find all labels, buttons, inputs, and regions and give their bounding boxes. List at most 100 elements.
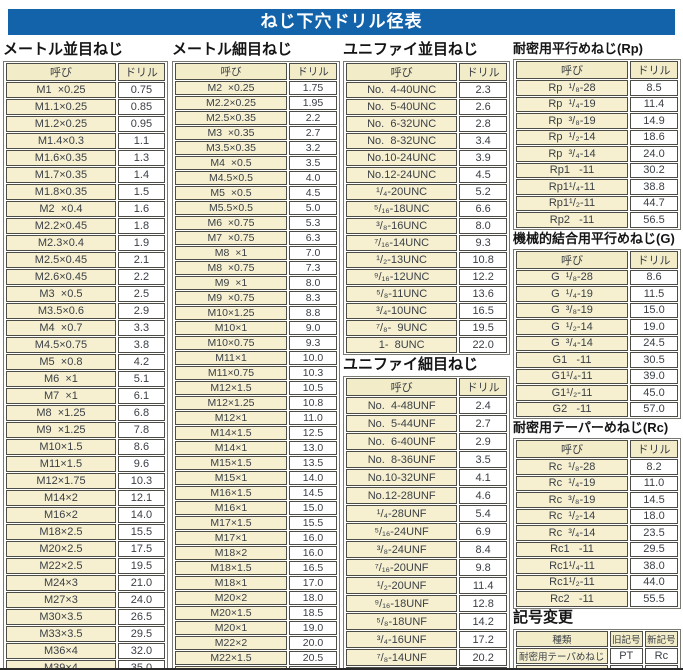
- table-row: M11×1.5 9.6: [6, 456, 165, 472]
- table-row: M5 ×0.5 4.5: [175, 186, 337, 200]
- old-symbol-cell: PT: [609, 647, 643, 664]
- table-row: G ³/₈-19 15.0: [516, 302, 678, 318]
- drill-size-cell: 3.8: [117, 337, 165, 353]
- column-unified: ユニファイ並目ねじ 呼び ドリル No. 4-40UNC 2.3 No. 5-4…: [343, 40, 510, 668]
- section-heading-rc: 耐密用テーパーめねじ(Rc): [513, 420, 669, 435]
- table-row: M2.2×0.45 1.8: [6, 218, 165, 234]
- drill-size-cell: 1.95: [289, 96, 337, 110]
- thread-name-cell: ⁹/₁₆-18UNF: [346, 595, 458, 612]
- table-row: M1 ×0.25 0.75: [6, 82, 165, 98]
- table-row: M5.5×0.5 5.0: [175, 201, 337, 215]
- drill-size-cell: 18.0: [289, 591, 337, 605]
- thread-name-cell: No.12-28UNF: [346, 487, 458, 504]
- thread-name-cell: ⁵/₁₆-18UNC: [346, 201, 458, 217]
- thread-name-cell: G ¹/₂-14: [516, 319, 628, 335]
- drill-size-cell: 18.6: [630, 129, 678, 145]
- thread-name-cell: M12×1: [175, 411, 287, 425]
- thread-name-cell: No. 4-40UNC: [346, 82, 458, 98]
- drill-size-cell: 10.3: [117, 473, 165, 489]
- thread-name-cell: M39×4: [6, 660, 116, 668]
- table-row: M16×1 15.0: [175, 501, 337, 515]
- thread-name-cell: ³/₄-16UNF: [346, 631, 458, 648]
- thread-name-cell: No. 8-32UNC: [346, 133, 458, 149]
- thread-name-cell: ³/₈-16UNC: [346, 218, 458, 234]
- table-row: M9 ×1.25 7.8: [6, 422, 165, 438]
- thread-name-cell: M5 ×0.5: [175, 186, 287, 200]
- thread-name-cell: M20×1.5: [175, 606, 287, 620]
- table-row: M5 ×0.8 4.2: [6, 354, 165, 370]
- drill-size-cell: 4.5: [459, 167, 507, 183]
- thread-name-cell: M3 ×0.35: [175, 126, 287, 140]
- table-row: ⁷/₁₆-20UNF 9.8: [346, 559, 507, 576]
- thread-name-cell: M30×3.5: [6, 609, 116, 625]
- drill-size-cell: 8.2: [630, 459, 678, 475]
- drill-size-cell: 4.0: [289, 171, 337, 185]
- table-row: Rp2 -11 56.5: [516, 212, 678, 228]
- thread-name-cell: M16×2: [6, 507, 116, 523]
- thread-name-cell: ⁷/₁₆-20UNF: [346, 559, 458, 576]
- table-row: G ³/₄-14 24.5: [516, 335, 678, 351]
- drill-size-cell: 6.9: [459, 523, 507, 540]
- drill-size-cell: 15.5: [289, 516, 337, 530]
- table-row: Rp ³/₄-14 24.0: [516, 146, 678, 162]
- table-row: ³/₈-24UNF 8.4: [346, 541, 507, 558]
- drill-size-cell: 10.0: [289, 351, 337, 365]
- drill-size-cell: 5.2: [459, 184, 507, 200]
- table-row: ⁹/₁₆-18UNF 12.8: [346, 595, 507, 612]
- drill-size-cell: 17.0: [289, 576, 337, 590]
- drill-size-cell: 9.3: [289, 336, 337, 350]
- table-header-row: 呼び ドリル: [516, 440, 678, 458]
- table-row: No. 4-40UNC 2.3: [346, 82, 507, 98]
- kind-column-header: 種類: [516, 630, 608, 647]
- thread-name-cell: M2 ×0.25: [175, 81, 287, 95]
- thread-name-cell: M15×1: [175, 471, 287, 485]
- table-row: ³/₄-16UNF 17.2: [346, 631, 507, 648]
- thread-name-cell: M22×1.5: [175, 651, 287, 665]
- drill-size-cell: 6.1: [117, 388, 165, 404]
- table-row: Rp ¹/₈-28 8.5: [516, 80, 678, 96]
- thread-name-cell: M18×1.5: [175, 561, 287, 575]
- drill-size-cell: 1.5: [117, 184, 165, 200]
- table-row: M10×1 9.0: [175, 321, 337, 335]
- table-header-row: 種類 旧記号 新記号: [516, 630, 678, 647]
- thread-name-cell: ⁵/₈-11UNC: [346, 286, 458, 302]
- table-row: M20×2 18.0: [175, 591, 337, 605]
- drill-size-cell: 3.4: [459, 133, 507, 149]
- thread-name-cell: ⁹/₁₆-12UNC: [346, 269, 458, 285]
- thread-name-cell: M18×2: [175, 546, 287, 560]
- thread-name-cell: M2.2×0.25: [175, 96, 287, 110]
- drill-size-cell: 0.75: [117, 82, 165, 98]
- thread-name-cell: No. 4-48UNF: [346, 397, 458, 414]
- table-row: M22×1 21.0: [175, 666, 337, 668]
- table-row: M10×1.5 8.6: [6, 439, 165, 455]
- drill-size-cell: 16.0: [289, 531, 337, 545]
- thread-name-cell: M36×4: [6, 643, 116, 659]
- drill-size-cell: 3.5: [289, 156, 337, 170]
- table-row: No. 8-32UNC 3.4: [346, 133, 507, 149]
- drill-size-cell: 26.5: [117, 609, 165, 625]
- thread-name-cell: M9 ×1.25: [6, 422, 116, 438]
- thread-name-cell: M6 ×1: [6, 371, 116, 387]
- thread-name-cell: G ¹/₄-19: [516, 286, 628, 302]
- thread-name-cell: M10×1: [175, 321, 287, 335]
- thread-name-cell: M5.5×0.5: [175, 201, 287, 215]
- thread-name-cell: Rp1¹/₂-11: [516, 195, 628, 211]
- table-row: M3 ×0.35 2.7: [175, 126, 337, 140]
- thread-name-cell: M22×2.5: [6, 558, 116, 574]
- drill-size-cell: 5.4: [459, 505, 507, 522]
- table-row: No. 5-40UNC 2.6: [346, 99, 507, 115]
- drill-size-cell: 2.7: [459, 415, 507, 432]
- drill-size-cell: 8.4: [459, 541, 507, 558]
- table-row: G ¹/₄-19 11.5: [516, 286, 678, 302]
- thread-name-cell: M27×3: [6, 592, 116, 608]
- drill-size-cell: 23.5: [630, 525, 678, 541]
- thread-name-cell: ¹/₄-28UNF: [346, 505, 458, 522]
- thread-name-cell: ⁷/₈-14UNF: [346, 649, 458, 666]
- drill-size-cell: 15.5: [117, 524, 165, 540]
- thread-name-cell: M18×2.5: [6, 524, 116, 540]
- page-title: ねじ下穴ドリル径表: [8, 9, 675, 35]
- thread-name-cell: M24×3: [6, 575, 116, 591]
- thread-name-cell: M10×1.5: [6, 439, 116, 455]
- thread-name-cell: Rc ¹/₄-19: [516, 475, 628, 491]
- table-row: M2.2×0.25 1.95: [175, 96, 337, 110]
